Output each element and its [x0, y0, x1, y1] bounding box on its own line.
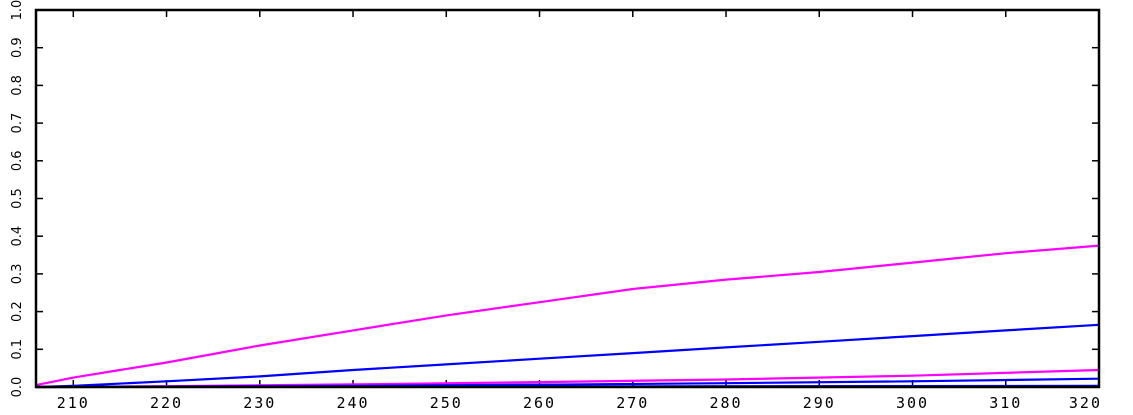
x-tick-label: 230: [243, 394, 276, 412]
x-tick-label: 250: [430, 394, 463, 412]
y-tick-label: 0.2: [10, 301, 25, 322]
y-tick-label: 0.0: [10, 377, 25, 398]
plot-frame: [34, 8, 1101, 389]
y-tick-label: 0.4: [10, 226, 25, 247]
y-tick-label: 0.5: [10, 188, 25, 209]
x-tick-label: 310: [989, 394, 1022, 412]
y-tick-label: 0.1: [10, 339, 25, 360]
series-layer: [35, 244, 1100, 389]
x-tick-label: 280: [709, 394, 742, 412]
series-line-1: [35, 244, 1100, 387]
x-tick-label: 260: [523, 394, 556, 412]
y-tick-label: 0.8: [10, 75, 25, 96]
y-tick-label: 0.7: [10, 113, 25, 134]
x-tick-label: 240: [336, 394, 369, 412]
series-line-2: [35, 323, 1100, 389]
x-tick-label: 300: [896, 394, 929, 412]
x-tick-label: 210: [57, 394, 90, 412]
x-tick-label: 220: [150, 394, 183, 412]
y-axis-ticks: 0.0 0.1 0.2 0.3 0.4 0.5 0.6 0.7 0.8 0.9 1.0: [10, 0, 1099, 397]
y-tick-label: 1.0: [10, 0, 25, 20]
y-tick-label: 0.6: [10, 150, 25, 171]
x-tick-label: 290: [803, 394, 836, 412]
y-tick-label: 0.9: [10, 37, 25, 58]
y-tick-label: 0.3: [10, 264, 25, 285]
x-tick-label: 320: [1069, 394, 1102, 412]
x-tick-label: 270: [616, 394, 649, 412]
x-axis-ticks: 210 220 230 240 250 260 270 280 290 300 310 320: [57, 10, 1102, 412]
